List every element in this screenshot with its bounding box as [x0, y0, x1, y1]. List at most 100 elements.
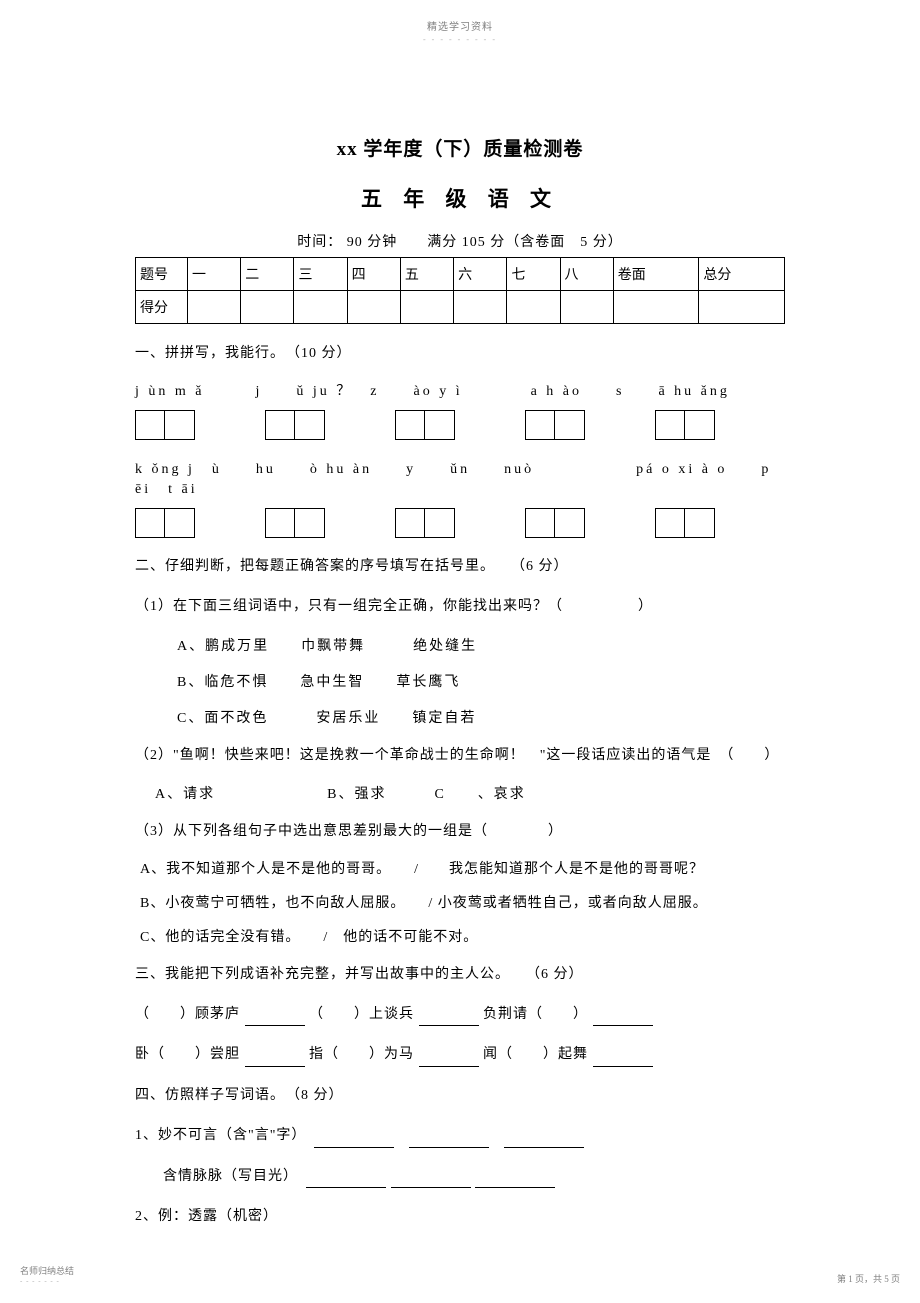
- char-box: [425, 508, 455, 538]
- box-row2: [135, 508, 785, 538]
- char-box: [165, 508, 195, 538]
- box-pair: [135, 508, 195, 538]
- section4-line3: 2、例：透露（机密）: [135, 1206, 785, 1228]
- q1: （1）在下面三组词语中，只有一组完全正确，你能找出来吗？（ ）: [135, 596, 785, 618]
- header-watermark: 精选学习资料: [0, 0, 920, 33]
- th-4: 四: [347, 258, 400, 291]
- blank: [504, 1134, 584, 1148]
- th-1: 一: [188, 258, 241, 291]
- q2-opts: A、请求 B、强求 C 、哀求: [155, 783, 785, 803]
- section3-heading: 三、我能把下列成语补充完整，并写出故事中的主人公。 （6 分）: [135, 964, 785, 986]
- section3-line2: 卧（ ）尝胆 指（ ）为马 闻（ ）起舞: [135, 1044, 785, 1066]
- char-box: [265, 410, 295, 440]
- box-pair: [265, 410, 325, 440]
- char-box: [525, 508, 555, 538]
- td-1: [188, 291, 241, 324]
- th-total: 总分: [699, 258, 785, 291]
- blank: [391, 1174, 471, 1188]
- th-7: 七: [507, 258, 560, 291]
- section2-heading: 二、仔细判断，把每题正确答案的序号填写在括号里。 （6 分）: [135, 556, 785, 578]
- box-pair: [265, 508, 325, 538]
- section4-line1: 1、妙不可言（含"言"字）: [135, 1125, 785, 1147]
- q2: （2）"鱼啊！快些来吧！这是挽救一个革命战士的生命啊！ "这一段话应读出的语气是…: [135, 745, 785, 767]
- section4-line2: 含情脉脉（写目光）: [163, 1166, 785, 1188]
- char-box: [555, 410, 585, 440]
- char-box: [165, 410, 195, 440]
- footer-right: 第 1 页，共 5 页: [837, 1272, 900, 1285]
- td-3: [294, 291, 347, 324]
- pinyin-row1: j ùn m ǎ j ǔ ju ？ z ào y ì a h ào s ā hu…: [135, 380, 785, 400]
- title-main: xx 学年度（下）质量检测卷: [135, 134, 785, 161]
- blank: [593, 1053, 653, 1067]
- section3-line1: （ ）顾茅庐 （ ）上谈兵 负荆请（ ）: [135, 1004, 785, 1026]
- th-2: 二: [241, 258, 294, 291]
- idiom1c: 负荆请（ ）: [483, 1007, 588, 1022]
- char-box: [395, 508, 425, 538]
- char-box: [425, 410, 455, 440]
- footer-left-text: 名师归纳总结: [20, 1264, 74, 1277]
- box-row1: [135, 410, 785, 440]
- char-box: [295, 508, 325, 538]
- header-dots: - - - - - - - - -: [0, 35, 920, 44]
- char-box: [655, 410, 685, 440]
- box-pair: [135, 410, 195, 440]
- td-label: 得分: [136, 291, 188, 324]
- blank: [245, 1012, 305, 1026]
- q1-b: B、临危不惧 急中生智 草长鹰飞: [177, 671, 785, 691]
- q3: （3）从下列各组句子中选出意思差别最大的一组是（ ）: [135, 821, 785, 843]
- char-box: [295, 410, 325, 440]
- char-box: [135, 410, 165, 440]
- q3-a: A、我不知道那个人是不是他的哥哥。 / 我怎能知道那个人是不是他的哥哥呢？: [140, 858, 785, 878]
- section4-heading: 四、仿照样子写词语。 （8 分）: [135, 1085, 785, 1107]
- blank: [409, 1134, 489, 1148]
- s4-2: 含情脉脉（写目光）: [163, 1169, 291, 1184]
- table-score-row: 得分: [136, 291, 785, 324]
- idiom2c: 闻（ ）起舞: [483, 1047, 588, 1062]
- idiom1a: （ ）顾茅庐: [135, 1007, 240, 1022]
- char-box: [395, 410, 425, 440]
- pinyin-row2: k ǒng j ù hu ò hu àn y ǔn nuò pá o xi à …: [135, 458, 785, 498]
- idiom2a: 卧（ ）尝胆: [135, 1047, 240, 1062]
- th-5: 五: [400, 258, 453, 291]
- table-header-row: 题号 一 二 三 四 五 六 七 八 卷面 总分: [136, 258, 785, 291]
- char-box: [685, 410, 715, 440]
- box-pair: [395, 410, 455, 440]
- td-7: [507, 291, 560, 324]
- q1-c: C、面不改色 安居乐业 镇定自若: [177, 707, 785, 727]
- blank: [314, 1134, 394, 1148]
- blank: [593, 1012, 653, 1026]
- box-pair: [525, 410, 585, 440]
- th-face: 卷面: [613, 258, 699, 291]
- td-5: [400, 291, 453, 324]
- td-face: [613, 291, 699, 324]
- idiom1b: （ ）上谈兵: [309, 1007, 414, 1022]
- content-area: xx 学年度（下）质量检测卷 五 年 级 语 文 时间： 90 分钟 满分 10…: [0, 134, 920, 1228]
- char-box: [555, 508, 585, 538]
- box-pair: [525, 508, 585, 538]
- footer-left-dots: - - - - - - -: [20, 1277, 74, 1285]
- section1-heading: 一、拼拼写，我能行。 （10 分）: [135, 342, 785, 362]
- char-box: [655, 508, 685, 538]
- title-sub: 五 年 级 语 文: [135, 183, 785, 213]
- char-box: [685, 508, 715, 538]
- blank: [419, 1012, 479, 1026]
- th-label: 题号: [136, 258, 188, 291]
- td-total: [699, 291, 785, 324]
- box-pair: [655, 410, 715, 440]
- blank: [419, 1053, 479, 1067]
- blank: [245, 1053, 305, 1067]
- idiom2b: 指（ ）为马: [309, 1047, 414, 1062]
- td-2: [241, 291, 294, 324]
- q3-c: C、他的话完全没有错。 / 他的话不可能不对。: [140, 926, 785, 946]
- box-pair: [655, 508, 715, 538]
- box-pair: [395, 508, 455, 538]
- char-box: [525, 410, 555, 440]
- td-6: [454, 291, 507, 324]
- td-4: [347, 291, 400, 324]
- q3-b: B、小夜莺宁可牺牲，也不向敌人屈服。 / 小夜莺或者牺牲自己，或者向敌人屈服。: [140, 892, 785, 912]
- time-info: 时间： 90 分钟 满分 105 分（含卷面 5 分）: [135, 231, 785, 251]
- th-3: 三: [294, 258, 347, 291]
- footer-left: 名师归纳总结 - - - - - - -: [20, 1264, 74, 1285]
- s4-1: 1、妙不可言（含"言"字）: [135, 1128, 299, 1143]
- char-box: [265, 508, 295, 538]
